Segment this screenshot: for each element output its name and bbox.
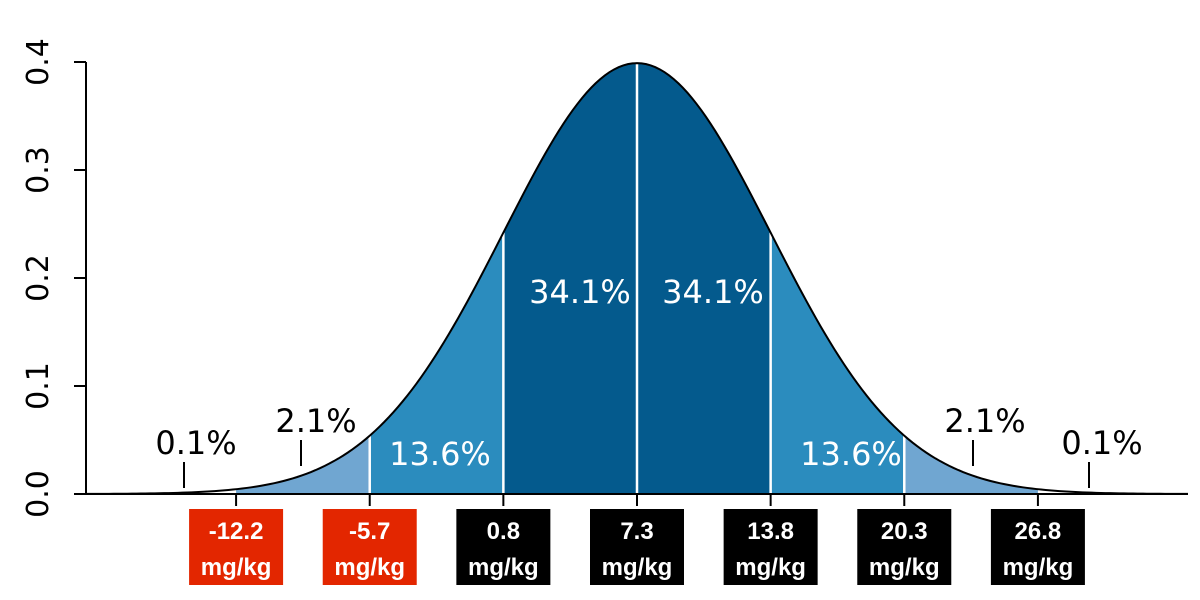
percent-label-7: 0.1%: [1061, 424, 1142, 462]
x-tick-unit: mg/kg: [468, 554, 539, 581]
y-tick-label: 0.1: [21, 362, 56, 410]
x-tick-label-bg: [590, 509, 684, 585]
x-tick-label-boxes: -12.2 mg/kg -5.7 mg/kg 0.8 mg/kg 7.3 mg/kg 13.8 m…: [189, 509, 1085, 585]
percent-label-3: 34.1%: [529, 273, 631, 311]
y-ticks: 0.0 0.1 0.2 0.3 0.4: [21, 38, 86, 518]
y-tick-label: 0.3: [21, 146, 56, 194]
x-tick-value: 7.3: [620, 518, 653, 545]
percent-labels: 0.1% 2.1% 13.6% 34.1% 34.1% 13.6% 2.1% 0.1%: [155, 273, 1143, 488]
x-tick-label-bg: [723, 509, 818, 585]
x-tick-label-bg: [456, 509, 551, 585]
region-3: [503, 63, 637, 494]
x-tick-label-bg: [857, 509, 952, 585]
x-tick-value: -12.2: [209, 518, 264, 545]
x-tick-unit: mg/kg: [1003, 554, 1074, 581]
x-tick-value: 26.8: [1015, 518, 1062, 545]
x-tick-value: 13.8: [747, 518, 794, 545]
x-tick-label-box-0: -12.2 mg/kg: [189, 509, 284, 585]
percent-label-1: 2.1%: [275, 402, 356, 440]
x-tick-unit: mg/kg: [201, 554, 272, 581]
x-tick-value: 20.3: [881, 518, 928, 545]
x-tick-label-box-1: -5.7 mg/kg: [322, 509, 417, 585]
x-tick-value: 0.8: [487, 518, 520, 545]
percent-label-5: 13.6%: [800, 435, 902, 473]
percent-label-2: 13.6%: [389, 435, 491, 473]
x-tick-label-bg: [990, 509, 1085, 585]
region-4: [637, 63, 771, 494]
x-tick-unit: mg/kg: [334, 554, 405, 581]
x-tick-label-bg: [322, 509, 417, 585]
y-tick-label: 0.4: [21, 38, 56, 86]
x-tick-label-box-3: 7.3 mg/kg: [590, 509, 684, 585]
region-6: [904, 435, 1038, 494]
x-ticks: [235, 494, 1039, 506]
percent-label-6: 2.1%: [944, 402, 1025, 440]
percent-label-4: 34.1%: [662, 273, 764, 311]
x-tick-unit: mg/kg: [735, 554, 806, 581]
x-tick-value: -5.7: [349, 518, 390, 545]
x-tick-unit: mg/kg: [869, 554, 940, 581]
x-tick-label-box-5: 20.3 mg/kg: [857, 509, 952, 585]
density-curve: [85, 62, 1189, 495]
x-tick-label-box-2: 0.8 mg/kg: [456, 509, 551, 585]
y-tick-label: 0.0: [21, 470, 56, 518]
x-tick-label-box-4: 13.8 mg/kg: [723, 509, 818, 585]
y-tick-label: 0.2: [21, 254, 56, 302]
x-tick-label-box-6: 26.8 mg/kg: [990, 509, 1085, 585]
percent-label-0: 0.1%: [155, 424, 236, 462]
x-tick-label-bg: [189, 509, 284, 585]
sd-dividers: [368, 63, 906, 494]
x-tick-unit: mg/kg: [602, 554, 673, 581]
region-1: [236, 435, 370, 494]
